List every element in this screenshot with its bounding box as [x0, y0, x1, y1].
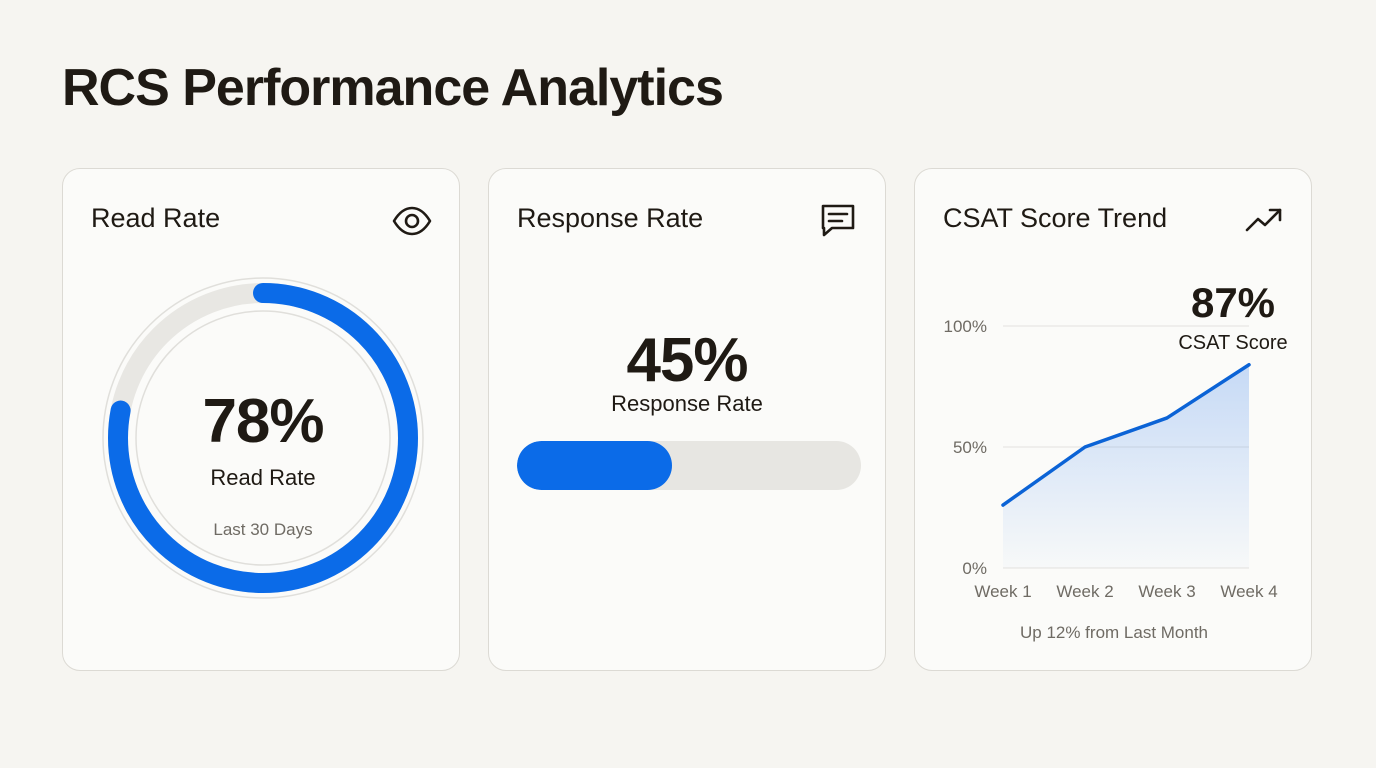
read-rate-caption: Read Rate — [210, 465, 316, 490]
response-rate-title: Response Rate — [517, 203, 704, 233]
csat-chart: 0% 50% 100% Week 1 Week 2 Week 3 Week 4 87% C… — [944, 279, 1288, 601]
csat-card: CSAT Score Trend 0% 50% 100% Week 1 Week 2 W… — [914, 168, 1312, 671]
donut-center: 78% Read Rate Last 30 Days — [101, 276, 425, 600]
read-rate-value: 78% — [202, 387, 324, 456]
csat-line — [1001, 362, 1251, 507]
csat-area — [1003, 364, 1249, 568]
y-tick-label: 0% — [962, 559, 987, 578]
read-rate-title: Read Rate — [91, 203, 221, 233]
csat-score-caption: CSAT Score — [1178, 332, 1287, 354]
csat-score-value: 87% — [1191, 279, 1275, 326]
x-tick-label: Week 1 — [974, 582, 1031, 601]
response-rate-value: 45% — [626, 326, 748, 395]
response-rate-progress-fill — [517, 441, 672, 490]
donut-progress-arc — [108, 283, 418, 593]
read-rate-period: Last 30 Days — [213, 520, 313, 539]
response-rate-caption: Response Rate — [611, 391, 763, 416]
message-square-icon — [817, 200, 859, 242]
x-tick-label: Week 3 — [1138, 582, 1195, 601]
x-tick-label: Week 2 — [1056, 582, 1113, 601]
read-rate-card: Read Rate 78% Read Rate Last 30 Days — [62, 168, 460, 671]
y-tick-label: 100% — [944, 317, 987, 336]
eye-icon — [391, 200, 433, 242]
response-rate-card: Response Rate 45% Response Rate — [488, 168, 886, 671]
response-rate-progress-track — [517, 441, 861, 490]
page-title: RCS Performance Analytics — [62, 59, 724, 117]
x-tick-label: Week 4 — [1220, 582, 1277, 601]
trending-up-icon — [1243, 200, 1285, 242]
csat-title: CSAT Score Trend — [943, 203, 1168, 233]
csat-trend-note: Up 12% from Last Month — [1019, 623, 1209, 642]
y-tick-label: 50% — [953, 438, 987, 457]
read-rate-donut — [102, 277, 424, 599]
